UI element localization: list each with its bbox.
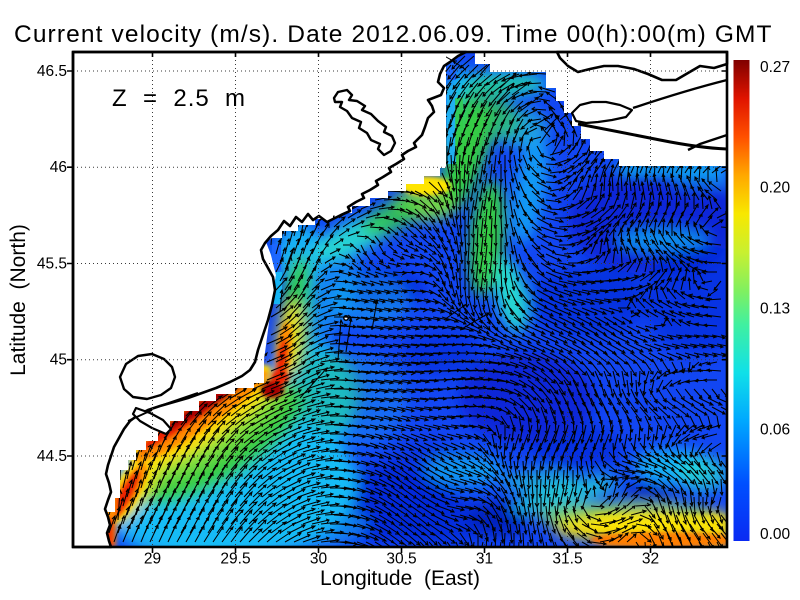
svg-text:Longitude (East): Longitude (East) (320, 567, 480, 590)
svg-text:0.00: 0.00 (760, 526, 791, 543)
svg-text:32: 32 (642, 551, 659, 568)
svg-text:0.20: 0.20 (760, 180, 791, 197)
svg-text:31: 31 (476, 551, 493, 568)
svg-text:45.5: 45.5 (37, 256, 67, 273)
svg-text:0.13: 0.13 (760, 301, 790, 318)
svg-text:Current velocity (m/s). Date 2: Current velocity (m/s). Date 2012.06.09.… (14, 21, 773, 48)
svg-text:30: 30 (310, 551, 328, 568)
svg-text:29.5: 29.5 (220, 551, 250, 568)
svg-text:Latitude (North): Latitude (North) (7, 224, 30, 376)
svg-text:44.5: 44.5 (37, 448, 67, 465)
svg-text:31.5: 31.5 (552, 551, 582, 568)
svg-text:0.27: 0.27 (760, 59, 790, 76)
svg-text:30.5: 30.5 (386, 551, 416, 568)
svg-text:29: 29 (144, 551, 161, 568)
svg-text:45: 45 (50, 352, 67, 369)
svg-text:46.5: 46.5 (37, 63, 67, 80)
svg-text:46: 46 (50, 159, 67, 176)
svg-text:0.06: 0.06 (760, 422, 790, 439)
svg-text:Z = 2.5 m: Z = 2.5 m (112, 85, 246, 112)
